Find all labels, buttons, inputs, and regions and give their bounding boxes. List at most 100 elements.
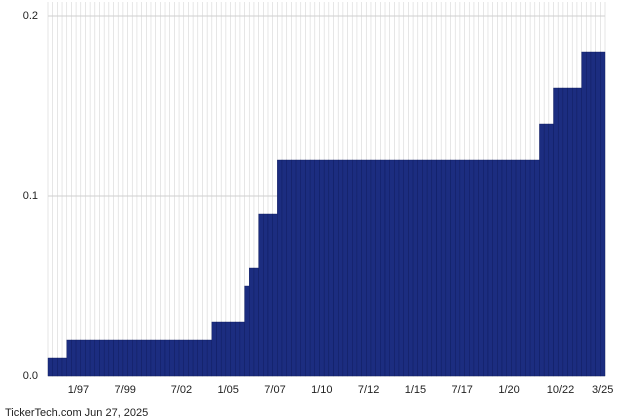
footer: TickerTech.com Jun 27, 2025 xyxy=(5,407,148,419)
bar xyxy=(483,159,489,377)
bar xyxy=(436,159,442,377)
bar xyxy=(146,339,152,377)
bar xyxy=(183,339,189,377)
bar xyxy=(253,267,259,377)
bar xyxy=(235,321,241,377)
bar xyxy=(309,159,315,377)
bar xyxy=(567,87,573,377)
bar xyxy=(277,159,283,377)
bar xyxy=(403,159,409,377)
bar xyxy=(548,123,554,377)
bar xyxy=(206,339,213,377)
bar xyxy=(249,267,255,377)
bar xyxy=(164,339,170,377)
bar xyxy=(520,159,526,377)
bar xyxy=(141,339,147,377)
bar xyxy=(347,159,353,377)
bar xyxy=(506,159,512,377)
bar xyxy=(581,51,587,377)
bar xyxy=(47,357,53,377)
x-tick-label: 7/02 xyxy=(171,384,192,396)
bar xyxy=(529,159,535,377)
bar xyxy=(314,159,320,377)
bar xyxy=(202,339,208,377)
bar xyxy=(71,339,77,377)
bar xyxy=(188,339,194,377)
bar xyxy=(445,159,451,377)
bar xyxy=(113,339,119,377)
bar xyxy=(525,159,531,377)
x-tick-label: 7/12 xyxy=(358,384,379,396)
bar xyxy=(426,159,433,377)
bar xyxy=(366,159,372,377)
bar xyxy=(562,87,568,377)
bar xyxy=(412,159,418,377)
bar xyxy=(57,357,63,377)
bar xyxy=(291,159,297,377)
bar xyxy=(192,339,198,377)
bar xyxy=(469,159,475,377)
bar xyxy=(89,339,96,377)
bar xyxy=(398,159,404,377)
bar xyxy=(595,51,601,377)
bar xyxy=(459,159,465,377)
x-tick-label: 1/10 xyxy=(311,384,332,396)
bar xyxy=(557,87,564,377)
x-tick-label: 1/15 xyxy=(405,384,426,396)
bar xyxy=(211,321,217,377)
bar xyxy=(239,321,245,377)
bar xyxy=(431,159,437,377)
bar xyxy=(319,159,325,377)
x-tick-label: 7/17 xyxy=(452,384,473,396)
bar xyxy=(600,51,606,377)
bar xyxy=(61,357,67,377)
bar xyxy=(590,51,596,377)
bar xyxy=(328,159,334,377)
bar xyxy=(174,339,180,377)
bar xyxy=(492,159,498,377)
bar xyxy=(539,123,545,377)
bar xyxy=(272,213,278,377)
bar xyxy=(108,339,114,377)
bar xyxy=(370,159,376,377)
bar xyxy=(122,339,128,377)
y-tick-label: 0.2 xyxy=(23,10,38,22)
x-tick-label: 7/99 xyxy=(115,384,136,396)
bar xyxy=(94,339,100,377)
bar xyxy=(225,321,231,377)
bar xyxy=(160,339,166,377)
bar xyxy=(417,159,423,377)
bar xyxy=(455,159,461,377)
bar xyxy=(534,159,540,377)
bar xyxy=(103,339,110,377)
bar xyxy=(361,159,367,377)
bar xyxy=(305,159,311,377)
bar xyxy=(478,159,484,377)
bar xyxy=(375,159,381,377)
x-tick-label: 1/97 xyxy=(68,384,89,396)
x-tick-label: 7/07 xyxy=(264,384,285,396)
bar xyxy=(394,159,400,377)
bar xyxy=(450,159,456,377)
bar xyxy=(230,321,236,377)
bar xyxy=(576,87,582,377)
bar xyxy=(389,159,395,377)
bar xyxy=(380,159,386,377)
bar xyxy=(52,357,58,377)
bar xyxy=(197,339,203,377)
bar xyxy=(323,159,330,377)
bar xyxy=(464,159,470,377)
bar xyxy=(80,339,86,377)
bar xyxy=(150,339,156,377)
x-tick-label: 3/25 xyxy=(592,384,613,396)
bar xyxy=(258,213,264,377)
x-tick-label: 1/05 xyxy=(217,384,238,396)
bar xyxy=(118,339,124,377)
bar xyxy=(85,339,91,377)
bar xyxy=(553,87,559,377)
y-tick-label: 0.0 xyxy=(23,370,38,382)
bar xyxy=(169,339,175,377)
bar xyxy=(487,159,493,377)
